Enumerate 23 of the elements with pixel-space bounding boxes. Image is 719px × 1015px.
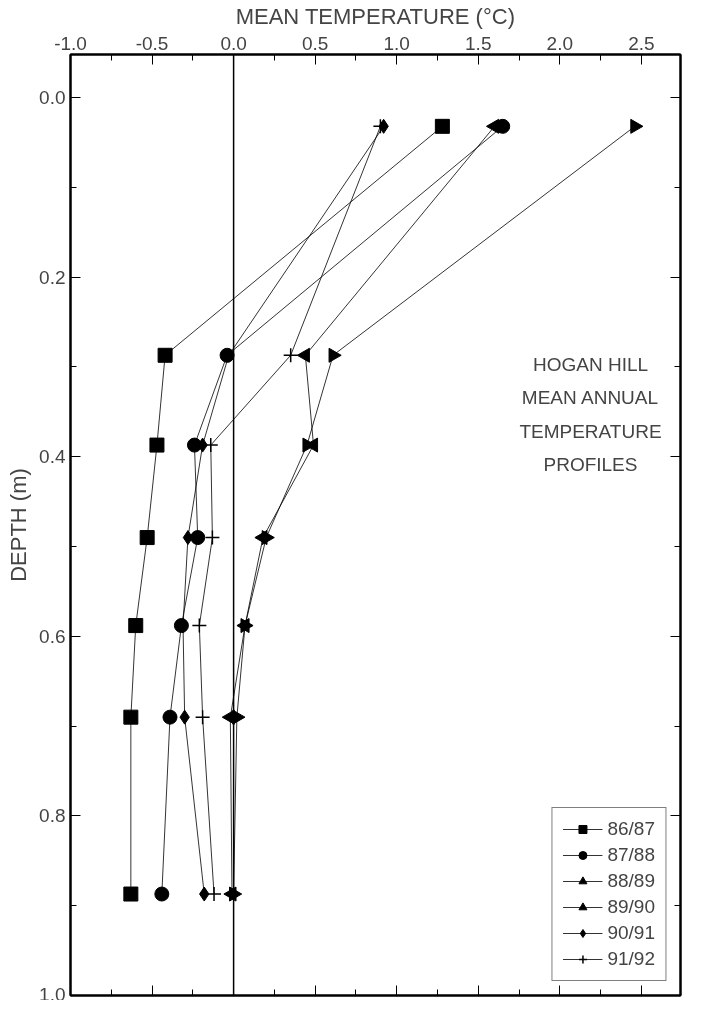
x-tick-label: 2.0: [546, 32, 574, 54]
y-axis-title: DEPTH (m): [6, 468, 32, 582]
x-axis-title: MEAN TEMPERATURE (°C): [235, 3, 515, 29]
legend-label: 91/92: [607, 948, 655, 970]
x-tick-label: -0.5: [135, 32, 169, 54]
legend-label: 88/89: [607, 870, 655, 892]
x-tick-label: 1.5: [465, 32, 492, 54]
annotation: HOGAN HILL MEAN ANNUAL TEMPERATURE PROFILES: [519, 353, 662, 476]
x-tick-label: -1.0: [54, 32, 87, 54]
x-tick-label: 0.0: [220, 32, 247, 54]
legend-label: 86/87: [607, 818, 655, 840]
x-tick-label: 1.0: [383, 32, 410, 54]
legend-label: 90/91: [607, 922, 655, 944]
legend-label: 87/88: [607, 844, 655, 866]
x-tick-label: 0.5: [301, 32, 329, 54]
y-tick-label: 0.4: [39, 446, 66, 468]
y-tick-label: 0.2: [39, 266, 66, 288]
y-tick-label: 0.8: [39, 805, 66, 827]
y-tick-label: 0.6: [39, 625, 66, 647]
y-tick-label: 1.0: [39, 983, 66, 1005]
x-tick-label: 2.5: [628, 32, 655, 54]
y-tick-label: 0.0: [39, 87, 66, 109]
legend-label: 89/90: [607, 896, 655, 918]
